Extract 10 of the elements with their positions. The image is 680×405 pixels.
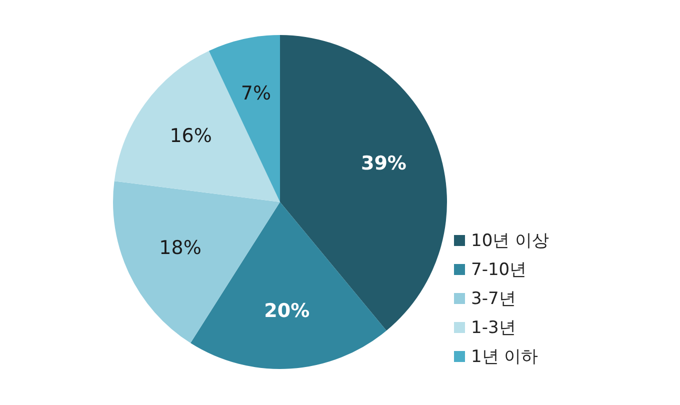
legend-label: 3-7년 bbox=[471, 288, 516, 310]
data-label: 7% bbox=[240, 82, 272, 104]
data-label: 20% bbox=[264, 300, 310, 322]
data-label: 39% bbox=[360, 152, 406, 175]
legend-label: 7-10년 bbox=[471, 259, 527, 281]
data-label: 16% bbox=[170, 125, 212, 148]
legend-label: 1-3년 bbox=[471, 317, 516, 339]
legend-label: 1년 이하 bbox=[471, 346, 538, 368]
data-label: 18% bbox=[159, 236, 202, 259]
legend-label: 10년 이상 bbox=[471, 230, 550, 252]
